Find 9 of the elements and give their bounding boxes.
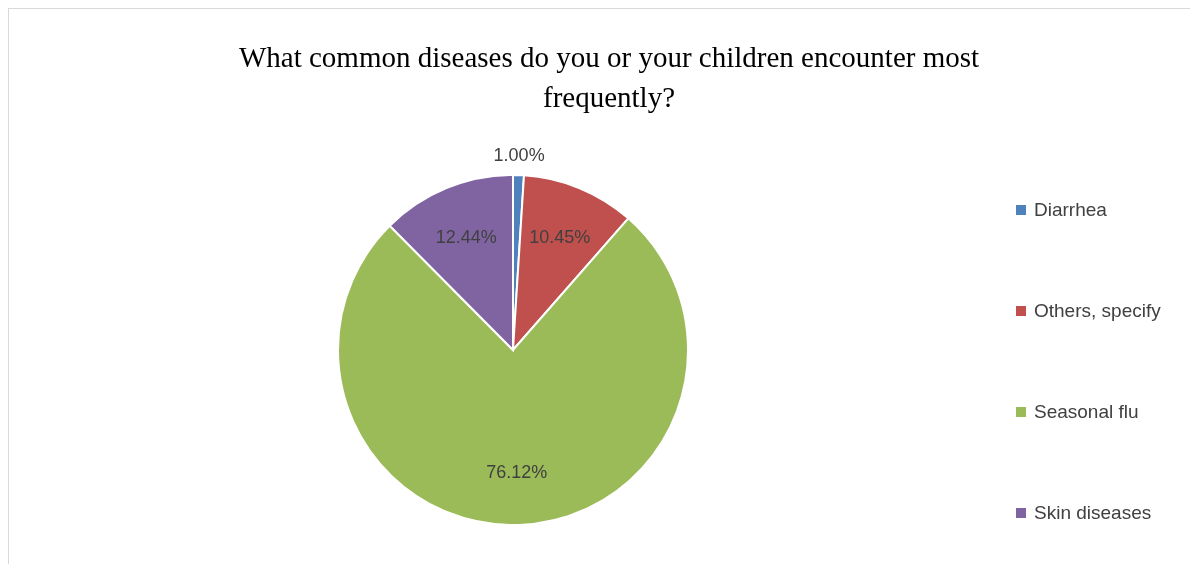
data-label: 12.44% [435, 226, 497, 247]
data-label: 76.12% [486, 462, 548, 483]
data-label: 10.45% [529, 226, 591, 247]
data-label: 1.00% [493, 145, 545, 166]
legend-label: Seasonal flu [1034, 400, 1139, 423]
chart-title: What common diseases do you or your children encounter most frequently? [237, 40, 981, 115]
legend-label: Skin diseases [1034, 501, 1152, 524]
legend-label: Diarrhea [1034, 198, 1107, 221]
legend-label: Others, specify [1034, 299, 1161, 322]
